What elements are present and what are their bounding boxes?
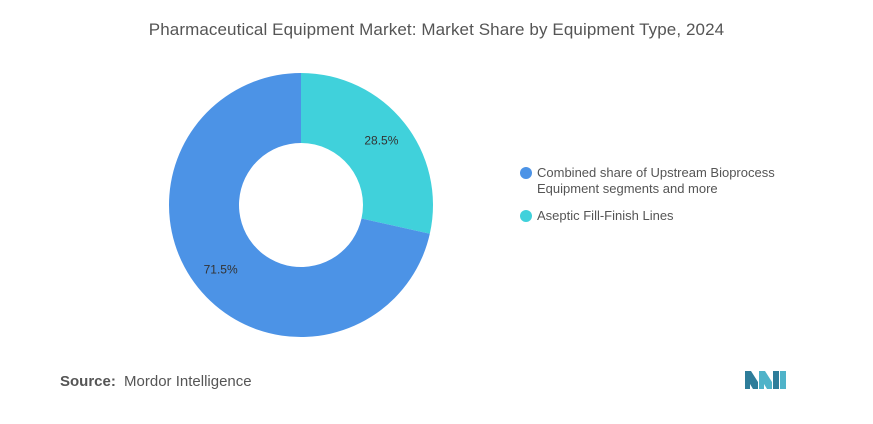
mordor-intelligence-logo-icon [745, 371, 786, 389]
source-note: Source: Mordor Intelligence [60, 373, 252, 390]
source-text: Mordor Intelligence [124, 373, 252, 390]
slice-value-label: 71.5% [204, 262, 238, 276]
chart-title: Pharmaceutical Equipment Market: Market … [148, 20, 725, 39]
legend-item-upstream: Combined share of Upstream Bioprocess Eq… [520, 165, 810, 197]
chart-legend: Combined share of Upstream Bioprocess Eq… [520, 165, 810, 235]
pie-slice [301, 73, 433, 234]
slice-value-label: 28.5% [364, 134, 398, 148]
legend-swatch-aseptic [520, 210, 532, 222]
source-label: Source: [60, 373, 116, 390]
legend-label-aseptic: Aseptic Fill-Finish Lines [537, 208, 674, 223]
legend-label-upstream: Combined share of Upstream Bioprocess Eq… [537, 165, 775, 196]
pie-slice [169, 73, 430, 337]
legend-swatch-upstream [520, 167, 532, 179]
legend-item-aseptic: Aseptic Fill-Finish Lines [520, 208, 810, 224]
